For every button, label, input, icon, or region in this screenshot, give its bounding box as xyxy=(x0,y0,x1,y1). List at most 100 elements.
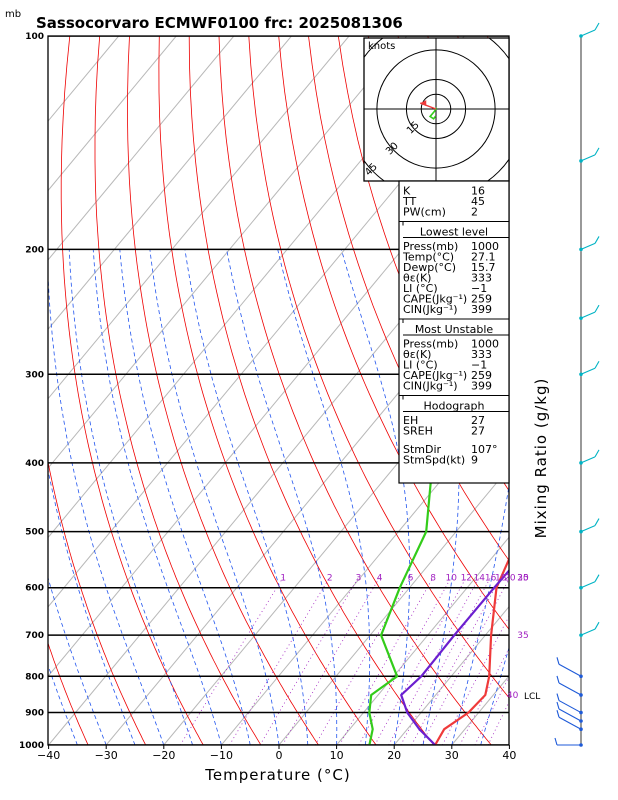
temperature-tick-label: −10 xyxy=(210,749,233,762)
moist-adiabat-line xyxy=(92,249,222,745)
barb-flag xyxy=(594,236,600,244)
index-row-value: 16 xyxy=(471,185,485,198)
dry-adiabat-line xyxy=(218,36,492,745)
index-row-label: CIN(Jkg⁻¹) xyxy=(403,303,458,316)
barb-flag xyxy=(594,361,600,369)
hodograph-indices-title: Hodograph xyxy=(424,400,485,413)
mixing-ratio-label: 20 xyxy=(504,573,516,583)
pressure-tick-label: 700 xyxy=(25,631,44,641)
mixing-ratio-label: 25 xyxy=(517,573,528,583)
moist-adiabat-line xyxy=(509,249,618,745)
barb-flag xyxy=(556,701,560,710)
barb-staff xyxy=(580,581,596,589)
storm-motion-arrowhead xyxy=(420,100,427,107)
barb-flag xyxy=(594,449,600,458)
pressure-tick-label: 900 xyxy=(25,709,44,719)
moist-adiabat-line xyxy=(480,646,509,745)
moist-adiabat-line xyxy=(48,576,107,745)
pressure-tick-label: 600 xyxy=(25,584,44,594)
x-axis-label: Temperature (°C) xyxy=(204,766,350,784)
barb-staff xyxy=(580,456,596,464)
temperature-tick-label: 10 xyxy=(330,749,344,762)
barb-flag xyxy=(556,710,560,718)
barb-flag xyxy=(594,22,600,31)
mixing-ratio-label: 35 xyxy=(517,631,528,641)
index-row-label: Press(mb) xyxy=(403,338,458,351)
barb-staff xyxy=(558,682,582,696)
index-row-label: PW(cm) xyxy=(403,206,446,219)
chart-title: Sassocorvaro ECMWF0100 frc: 2025081306 xyxy=(36,14,403,32)
mixing-ratio-label: 18 xyxy=(495,573,507,583)
moist-adiabat-line xyxy=(340,249,411,745)
mixing-ratio-lines xyxy=(179,577,509,745)
barb-flag xyxy=(594,518,600,526)
index-row-label: Temp(°C) xyxy=(402,251,454,264)
mixing-ratio-line xyxy=(339,577,434,745)
index-row-label: CAPE(Jkg⁻¹) xyxy=(403,293,467,306)
dry-adiabat-line xyxy=(278,36,509,630)
mixing-ratio-line xyxy=(400,577,491,745)
dewpoint-line xyxy=(368,305,509,745)
mixing-ratio-line xyxy=(282,577,380,745)
index-row-value: 259 xyxy=(471,369,492,382)
barb-flag xyxy=(556,657,560,665)
isotherm-line xyxy=(48,36,235,261)
mixing-ratio-label: 2 xyxy=(327,573,333,583)
mixing-ratio-label: 10 xyxy=(446,573,458,583)
indices-frame xyxy=(398,180,510,484)
isotherm-line xyxy=(336,536,509,745)
index-row-value: −1 xyxy=(471,282,487,295)
index-row-label: Press(mb) xyxy=(403,240,458,253)
moist-adiabat-line xyxy=(420,249,460,745)
dry-adiabat-line xyxy=(547,36,618,760)
temperature-tick-label: −40 xyxy=(37,749,60,762)
pressure-tick-label: 200 xyxy=(25,245,44,255)
mixing-ratio-line xyxy=(315,577,411,745)
moist-adiabat-line xyxy=(48,663,78,745)
index-row-value: 259 xyxy=(471,293,492,306)
barb-flag xyxy=(556,675,560,684)
dry-adiabat-line xyxy=(48,459,147,745)
index-row-value: 9 xyxy=(471,454,478,467)
index-row-value: 399 xyxy=(471,303,492,316)
index-row-value: 27.1 xyxy=(471,251,496,264)
moist-adiabat-line xyxy=(48,467,136,745)
barb-staff xyxy=(580,525,596,533)
barb-staff xyxy=(580,628,596,636)
dry-adiabat-line xyxy=(127,36,319,745)
index-row-value: −1 xyxy=(471,359,487,372)
index-row-value: 399 xyxy=(471,380,492,393)
pressure-tick-label: 300 xyxy=(25,370,44,380)
isotherm-line xyxy=(48,36,292,331)
isotherm-line xyxy=(48,36,120,122)
moist-adiabat-line xyxy=(184,249,309,745)
temperature-tick-label: 20 xyxy=(387,749,401,762)
most-unstable-title: Most Unstable xyxy=(415,323,494,336)
index-row-value: 15.7 xyxy=(471,261,496,274)
mixing-ratio-line xyxy=(229,577,331,745)
pressure-tick-label: 1000 xyxy=(19,741,44,751)
barb-flag xyxy=(594,574,600,582)
pressure-tick-label: 100 xyxy=(25,32,44,42)
index-row-label: Dewp(°C) xyxy=(403,261,456,274)
moist-adiabat-line xyxy=(0,249,20,745)
dry-adiabat-line xyxy=(158,36,377,745)
mixing-ratio-label: 8 xyxy=(430,573,436,583)
index-row-value: 1000 xyxy=(471,338,499,351)
moist-adiabats xyxy=(0,249,618,745)
index-row-label: θε(K) xyxy=(403,348,431,361)
mixing-ratio-label: 30 xyxy=(517,573,529,583)
isotherm-line xyxy=(48,36,350,400)
index-row-value: 1000 xyxy=(471,240,499,253)
index-row-value: 333 xyxy=(471,348,492,361)
wind-barbs xyxy=(554,22,600,747)
barb-staff xyxy=(580,367,596,375)
index-row-label: LI (°C) xyxy=(403,282,438,295)
isotherm-line xyxy=(221,397,509,745)
barb-flag xyxy=(554,737,558,746)
pressure-tick-label: 500 xyxy=(25,528,44,538)
index-row-label: θε(K) xyxy=(403,272,431,285)
isotherm-line xyxy=(48,189,509,745)
